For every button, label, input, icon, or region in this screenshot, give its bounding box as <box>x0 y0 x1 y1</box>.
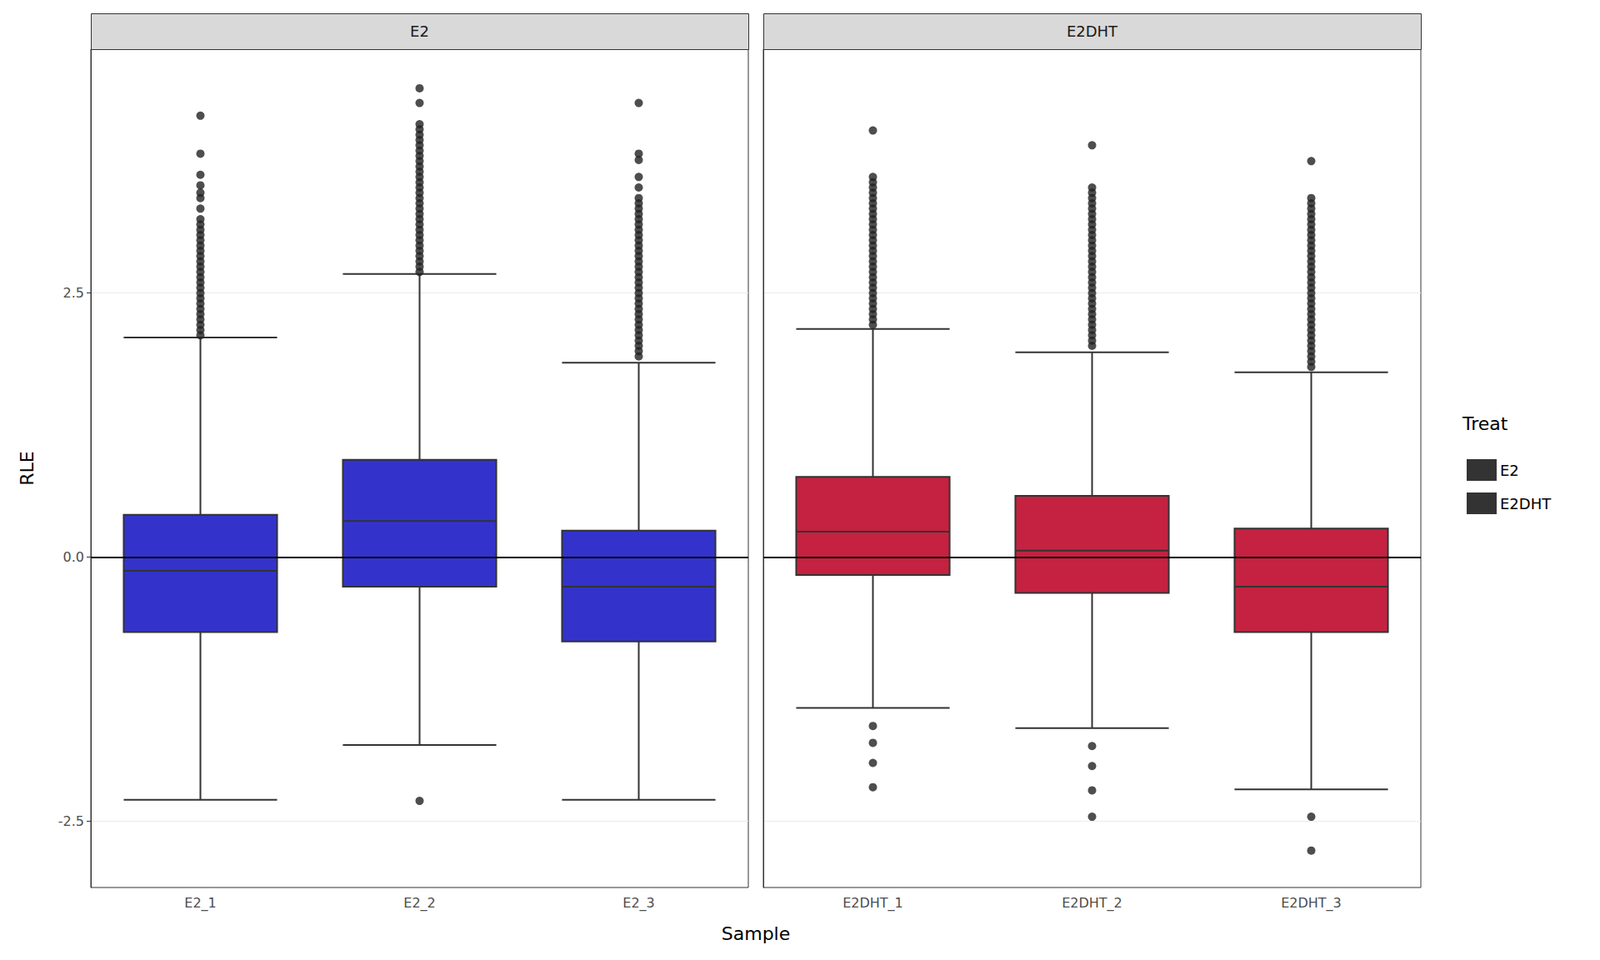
svg-text:E2_2: E2_2 <box>403 895 435 912</box>
svg-text:E2: E2 <box>410 22 430 40</box>
svg-text:0.0: 0.0 <box>63 549 85 565</box>
svg-text:E2: E2 <box>1500 461 1520 480</box>
svg-text:Sample: Sample <box>721 923 791 945</box>
svg-text:E2DHT_1: E2DHT_1 <box>842 895 904 912</box>
svg-text:E2DHT_3: E2DHT_3 <box>1280 895 1342 912</box>
svg-text:E2DHT: E2DHT <box>1066 22 1119 40</box>
svg-text:2.5: 2.5 <box>63 285 85 301</box>
svg-text:Treat: Treat <box>1461 413 1509 435</box>
svg-text:-2.5: -2.5 <box>58 813 85 830</box>
svg-text:E2DHT_2: E2DHT_2 <box>1061 895 1123 912</box>
svg-text:E2_3: E2_3 <box>622 895 655 912</box>
svg-text:RLE: RLE <box>16 450 38 485</box>
svg-text:E2_1: E2_1 <box>184 895 216 912</box>
svg-text:E2DHT: E2DHT <box>1500 495 1552 513</box>
